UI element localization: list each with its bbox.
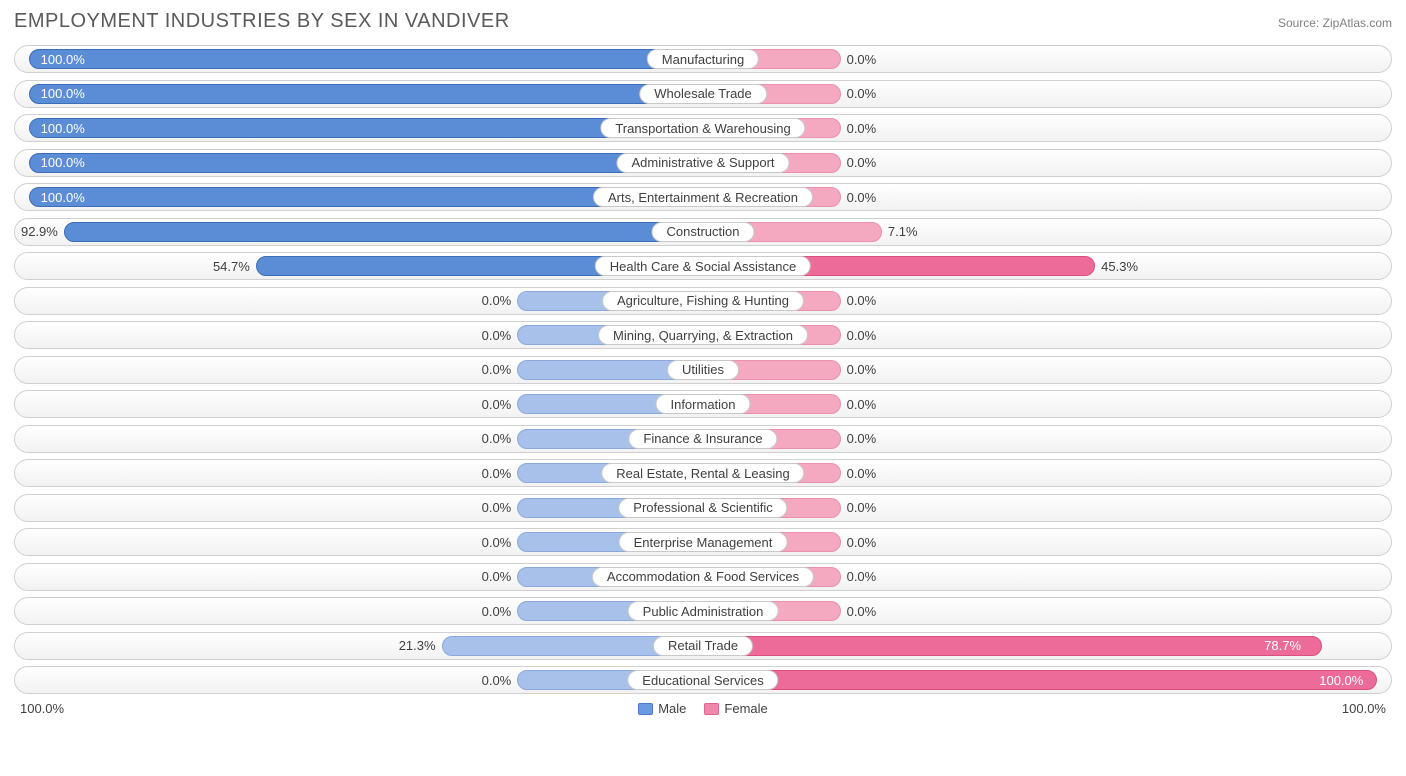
bar-row: 0.0% 0.0% Enterprise Management: [14, 528, 1392, 556]
category-label: Accommodation & Food Services: [592, 567, 814, 587]
legend-male-swatch: [638, 703, 653, 715]
male-pct-label: 100.0%: [41, 81, 85, 107]
category-label: Educational Services: [627, 670, 778, 690]
female-pct-label: 0.0%: [847, 81, 877, 107]
diverging-bar-chart: 100.0% 0.0% Manufacturing 100.0% 0.0% Wholesa…: [14, 45, 1392, 694]
male-bar: [29, 153, 703, 173]
female-pct-label: 0.0%: [847, 564, 877, 590]
male-bar: [29, 49, 703, 69]
male-pct-label: 100.0%: [41, 150, 85, 176]
bar-row: 0.0% 0.0% Utilities: [14, 356, 1392, 384]
male-pct-label: 0.0%: [482, 391, 512, 417]
male-pct-label: 0.0%: [482, 426, 512, 452]
bar-row: 0.0% 0.0% Public Administration: [14, 597, 1392, 625]
male-pct-label: 100.0%: [41, 184, 85, 210]
category-label: Agriculture, Fishing & Hunting: [602, 291, 804, 311]
legend-male-label: Male: [658, 701, 686, 716]
legend-female-label: Female: [724, 701, 767, 716]
category-label: Public Administration: [628, 601, 779, 621]
bar-row: 100.0% 0.0% Administrative & Support: [14, 149, 1392, 177]
male-pct-label: 0.0%: [482, 564, 512, 590]
female-pct-label: 0.0%: [847, 288, 877, 314]
male-pct-label: 100.0%: [41, 46, 85, 72]
male-pct-label: 0.0%: [482, 288, 512, 314]
category-label: Retail Trade: [653, 636, 753, 656]
bar-row: 0.0% 0.0% Real Estate, Rental & Leasing: [14, 459, 1392, 487]
legend-female-swatch: [704, 703, 719, 715]
female-pct-label: 100.0%: [1319, 667, 1363, 693]
chart-header: EMPLOYMENT INDUSTRIES BY SEX IN VANDIVER…: [14, 10, 1392, 33]
female-pct-label: 0.0%: [847, 150, 877, 176]
male-pct-label: 0.0%: [482, 357, 512, 383]
chart-source: Source: ZipAtlas.com: [1278, 16, 1392, 30]
female-pct-label: 0.0%: [847, 426, 877, 452]
female-pct-label: 0.0%: [847, 460, 877, 486]
male-pct-label: 92.9%: [21, 219, 58, 245]
bar-row: 0.0% 0.0% Mining, Quarrying, & Extraction: [14, 321, 1392, 349]
male-pct-label: 54.7%: [213, 253, 250, 279]
category-label: Construction: [652, 222, 755, 242]
female-bar: [703, 636, 1322, 656]
female-pct-label: 0.0%: [847, 598, 877, 624]
male-pct-label: 0.0%: [482, 667, 512, 693]
female-pct-label: 7.1%: [888, 219, 918, 245]
bar-row: 54.7% 45.3% Health Care & Social Assistanc…: [14, 252, 1392, 280]
bar-row: 0.0% 100.0% Educational Services: [14, 666, 1392, 694]
category-label: Professional & Scientific: [618, 498, 787, 518]
category-label: Finance & Insurance: [628, 429, 777, 449]
bar-row: 0.0% 0.0% Finance & Insurance: [14, 425, 1392, 453]
axis-left-label: 100.0%: [20, 701, 64, 716]
bar-row: 0.0% 0.0% Professional & Scientific: [14, 494, 1392, 522]
male-bar: [64, 222, 703, 242]
axis-right-label: 100.0%: [1342, 701, 1386, 716]
female-pct-label: 45.3%: [1101, 253, 1138, 279]
male-pct-label: 100.0%: [41, 115, 85, 141]
bar-row: 21.3% 78.7% Retail Trade: [14, 632, 1392, 660]
bar-row: 100.0% 0.0% Arts, Entertainment & Recreati…: [14, 183, 1392, 211]
category-label: Enterprise Management: [619, 532, 788, 552]
female-pct-label: 0.0%: [847, 495, 877, 521]
bar-row: 100.0% 0.0% Wholesale Trade: [14, 80, 1392, 108]
male-bar: [29, 84, 703, 104]
category-label: Information: [655, 394, 750, 414]
female-pct-label: 0.0%: [847, 357, 877, 383]
female-pct-label: 0.0%: [847, 322, 877, 348]
male-pct-label: 0.0%: [482, 495, 512, 521]
category-label: Administrative & Support: [616, 153, 789, 173]
female-bar: [703, 670, 1377, 690]
female-pct-label: 0.0%: [847, 46, 877, 72]
bar-row: 92.9% 7.1% Construction: [14, 218, 1392, 246]
male-pct-label: 21.3%: [399, 633, 436, 659]
category-label: Arts, Entertainment & Recreation: [593, 187, 813, 207]
legend-male: Male: [638, 701, 686, 716]
female-pct-label: 0.0%: [847, 391, 877, 417]
bar-row: 0.0% 0.0% Agriculture, Fishing & Hunting: [14, 287, 1392, 315]
male-pct-label: 0.0%: [482, 529, 512, 555]
category-label: Mining, Quarrying, & Extraction: [598, 325, 808, 345]
female-pct-label: 0.0%: [847, 529, 877, 555]
category-label: Utilities: [667, 360, 739, 380]
bar-row: 0.0% 0.0% Information: [14, 390, 1392, 418]
female-pct-label: 0.0%: [847, 184, 877, 210]
male-pct-label: 0.0%: [482, 598, 512, 624]
male-pct-label: 0.0%: [482, 322, 512, 348]
category-label: Manufacturing: [647, 49, 759, 69]
female-pct-label: 0.0%: [847, 115, 877, 141]
chart-title: EMPLOYMENT INDUSTRIES BY SEX IN VANDIVER: [14, 10, 510, 33]
female-pct-label: 78.7%: [1264, 633, 1301, 659]
legend: Male Female: [638, 701, 768, 716]
bar-row: 0.0% 0.0% Accommodation & Food Services: [14, 563, 1392, 591]
category-label: Wholesale Trade: [639, 84, 767, 104]
category-label: Health Care & Social Assistance: [595, 256, 811, 276]
legend-female: Female: [704, 701, 767, 716]
category-label: Transportation & Warehousing: [600, 118, 805, 138]
category-label: Real Estate, Rental & Leasing: [601, 463, 804, 483]
male-pct-label: 0.0%: [482, 460, 512, 486]
chart-footer: 100.0% Male Female 100.0%: [14, 701, 1392, 716]
bar-row: 100.0% 0.0% Transportation & Warehousing: [14, 114, 1392, 142]
bar-row: 100.0% 0.0% Manufacturing: [14, 45, 1392, 73]
